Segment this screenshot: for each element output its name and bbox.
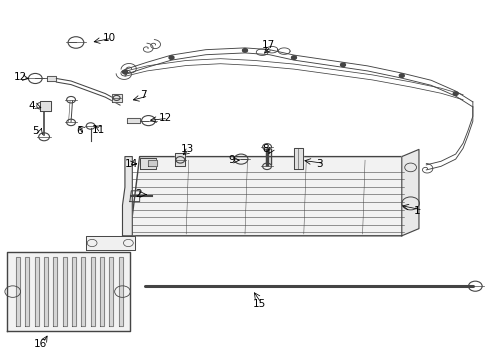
Polygon shape <box>122 157 132 236</box>
Polygon shape <box>119 257 122 326</box>
Polygon shape <box>112 94 122 102</box>
Text: 14: 14 <box>125 159 138 169</box>
Text: 4: 4 <box>28 101 35 111</box>
Polygon shape <box>294 148 303 169</box>
Circle shape <box>453 92 458 95</box>
Text: 7: 7 <box>140 90 147 100</box>
Polygon shape <box>175 153 185 166</box>
Text: 15: 15 <box>252 299 266 309</box>
Polygon shape <box>63 257 67 326</box>
Polygon shape <box>25 257 29 326</box>
Circle shape <box>243 49 247 52</box>
Text: 3: 3 <box>316 159 323 169</box>
Polygon shape <box>7 252 130 331</box>
Polygon shape <box>47 76 56 81</box>
Polygon shape <box>53 257 57 326</box>
Polygon shape <box>40 101 51 111</box>
Text: 17: 17 <box>262 40 275 50</box>
Polygon shape <box>91 257 95 326</box>
Text: 6: 6 <box>76 126 83 136</box>
Polygon shape <box>44 257 48 326</box>
Polygon shape <box>402 149 419 236</box>
Polygon shape <box>109 257 113 326</box>
Polygon shape <box>100 257 104 326</box>
Text: 1: 1 <box>414 206 421 216</box>
Polygon shape <box>81 257 85 326</box>
Polygon shape <box>130 157 412 236</box>
Polygon shape <box>35 257 39 326</box>
Text: 12: 12 <box>14 72 27 82</box>
Polygon shape <box>148 160 157 166</box>
Circle shape <box>122 70 127 74</box>
Text: 8: 8 <box>262 144 269 154</box>
Polygon shape <box>16 257 20 326</box>
Text: 13: 13 <box>180 144 194 154</box>
Circle shape <box>292 56 296 59</box>
Text: 10: 10 <box>103 33 116 43</box>
Text: 5: 5 <box>32 126 39 136</box>
Polygon shape <box>127 118 140 123</box>
Text: 12: 12 <box>159 113 172 123</box>
Circle shape <box>399 74 404 77</box>
Polygon shape <box>72 257 76 326</box>
Circle shape <box>341 63 345 67</box>
Circle shape <box>169 56 174 59</box>
Text: 16: 16 <box>34 339 48 349</box>
Text: 11: 11 <box>92 125 105 135</box>
Text: 2: 2 <box>135 189 142 199</box>
Polygon shape <box>86 236 135 250</box>
Text: 9: 9 <box>229 155 236 165</box>
Polygon shape <box>140 158 156 169</box>
